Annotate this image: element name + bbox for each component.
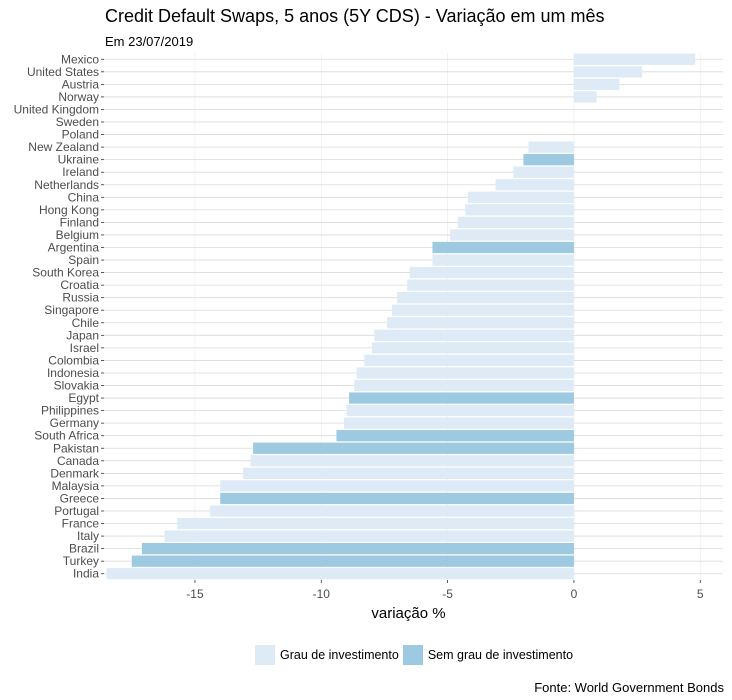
y-tick-label-ukraine: Ukraine (58, 153, 100, 167)
bar-south-korea (409, 266, 574, 279)
y-tick-label-india: India (73, 567, 99, 581)
y-tick-label-colombia: Colombia (48, 353, 99, 367)
legend-swatch-grade (255, 645, 275, 665)
bar-indonesia (356, 367, 574, 379)
y-tick-label-italy: Italy (77, 529, 99, 543)
y-tick-label-argentina: Argentina (48, 240, 100, 254)
bar-france (177, 517, 574, 530)
chart-subtitle: Em 23/07/2019 (105, 34, 194, 49)
bar-new-zealand (528, 141, 574, 153)
bar-singapore (392, 304, 574, 316)
bar-belgium (450, 229, 574, 241)
y-tick-label-indonesia: Indonesia (47, 366, 99, 380)
y-tick-label-united-states: United States (27, 65, 99, 79)
bar-philippines (346, 404, 574, 417)
legend: Grau de investimento Sem grau de investi… (255, 645, 577, 665)
y-tick-label-south-africa: South Africa (34, 429, 99, 443)
bar-austria (573, 78, 620, 91)
bar-malaysia (220, 480, 574, 492)
bar-egypt (349, 392, 574, 404)
bar-germany (344, 417, 574, 429)
y-tick-label-russia: Russia (62, 291, 99, 305)
bar-slovakia (354, 379, 574, 392)
y-tick-label-croatia: Croatia (60, 278, 99, 292)
y-tick-label-ireland: Ireland (62, 165, 99, 179)
bar-israel (371, 342, 574, 354)
legend-item-grade: Grau de investimento (255, 645, 399, 665)
bar-denmark (242, 467, 574, 479)
x-tick-label: 0 (571, 587, 578, 601)
y-tick-label-hong-kong: Hong Kong (39, 203, 99, 217)
bar-chile (386, 317, 574, 329)
bar-india (106, 568, 574, 580)
y-tick-label-malaysia: Malaysia (52, 479, 100, 493)
y-tick-label-egypt: Egypt (68, 391, 99, 405)
y-tick-label-austria: Austria (62, 77, 100, 91)
y-tick-label-canada: Canada (57, 454, 99, 468)
bar-argentina (432, 241, 574, 254)
x-tick-label: -15 (186, 587, 204, 601)
y-tick-label-slovakia: Slovakia (54, 379, 100, 393)
x-tick-label: 5 (697, 587, 704, 601)
bar-netherlands (495, 179, 574, 191)
y-tick-label-norway: Norway (58, 90, 99, 104)
bar-colombia (364, 354, 574, 367)
legend-swatch-nongrade (402, 645, 423, 665)
y-tick-label-denmark: Denmark (50, 466, 100, 480)
bar-finland (457, 216, 574, 229)
y-tick-label-germany: Germany (50, 416, 99, 430)
y-tick-label-new-zealand: New Zealand (28, 140, 99, 154)
y-tick-label-finland: Finland (60, 215, 99, 229)
bar-norway (573, 91, 597, 103)
y-tick-label-spain: Spain (68, 253, 99, 267)
bar-spain (432, 254, 574, 266)
y-tick-label-chile: Chile (72, 316, 100, 330)
legend-label-nongrade: Sem grau de investimento (427, 648, 574, 662)
bar-ireland (513, 166, 574, 178)
bar-ukraine (523, 154, 574, 166)
legend-label-grade: Grau de investimento (280, 648, 399, 662)
x-tick-label: -10 (313, 587, 331, 601)
y-tick-label-portugal: Portugal (54, 504, 99, 518)
y-tick-label-poland: Poland (62, 128, 99, 142)
y-tick-label-japan: Japan (66, 328, 99, 342)
bar-japan (374, 329, 574, 341)
y-tick-label-mexico: Mexico (61, 52, 99, 66)
x-axis-title: variação % (371, 605, 445, 622)
bar-south-africa (336, 430, 574, 442)
bar-portugal (210, 505, 574, 517)
bar-united-states (573, 66, 643, 78)
y-tick-label-greece: Greece (60, 491, 100, 505)
y-tick-label-united-kingdom: United Kingdom (14, 102, 99, 116)
y-tick-label-pakistan: Pakistan (53, 441, 99, 455)
y-tick-label-singapore: Singapore (44, 303, 99, 317)
y-tick-label-china: China (68, 190, 100, 204)
bar-pakistan (253, 442, 574, 454)
y-tick-label-france: France (62, 517, 100, 531)
bar-mexico (573, 53, 696, 65)
bar-italy (164, 530, 574, 542)
bar-canada (250, 455, 574, 467)
y-tick-label-belgium: Belgium (56, 228, 99, 242)
bar-hong-kong (465, 204, 574, 216)
y-tick-label-brazil: Brazil (69, 542, 99, 556)
legend-item-nongrade: Sem grau de investimento (402, 645, 574, 665)
bar-turkey (131, 555, 574, 567)
y-tick-label-philippines: Philippines (41, 404, 99, 418)
y-tick-label-israel: Israel (70, 341, 99, 355)
bar-greece (220, 492, 574, 505)
y-tick-label-sweden: Sweden (56, 115, 99, 129)
bar-croatia (407, 279, 574, 291)
bar-brazil (141, 542, 574, 555)
y-tick-label-netherlands: Netherlands (34, 178, 99, 192)
bar-russia (397, 292, 574, 304)
x-tick-label: -5 (442, 587, 453, 601)
bar-china (467, 191, 574, 203)
y-tick-label-south-korea: South Korea (32, 266, 99, 280)
source-note: Fonte: World Government Bonds (534, 680, 724, 695)
y-tick-label-turkey: Turkey (63, 554, 99, 568)
chart-title: Credit Default Swaps, 5 anos (5Y CDS) - … (105, 6, 605, 26)
